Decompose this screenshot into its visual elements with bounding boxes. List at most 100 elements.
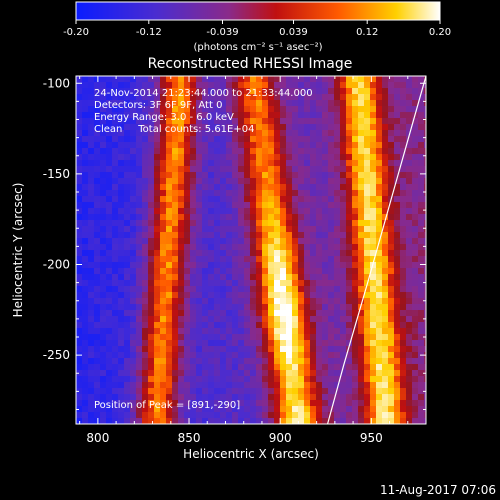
heatmap-cell: [286, 388, 292, 394]
heatmap-cell: [286, 214, 292, 220]
heatmap-cell: [208, 364, 214, 370]
heatmap-cell: [328, 328, 334, 334]
heatmap-cell: [100, 262, 106, 268]
heatmap-cell: [364, 370, 370, 376]
heatmap-cell: [106, 136, 112, 142]
heatmap-cell: [124, 394, 130, 400]
heatmap-cell: [100, 328, 106, 334]
heatmap-cell: [82, 82, 88, 88]
heatmap-cell: [322, 160, 328, 166]
heatmap-cell: [328, 190, 334, 196]
heatmap-cell: [136, 412, 142, 418]
heatmap-cell: [376, 94, 382, 100]
heatmap-cell: [94, 196, 100, 202]
heatmap-cell: [334, 130, 340, 136]
heatmap-cell: [142, 400, 148, 406]
heatmap-cell: [160, 340, 166, 346]
heatmap-cell: [280, 190, 286, 196]
heatmap-cell: [334, 124, 340, 130]
heatmap-cell: [238, 268, 244, 274]
heatmap-cell: [400, 274, 406, 280]
heatmap-cell: [346, 208, 352, 214]
heatmap-cell: [322, 94, 328, 100]
heatmap-cell: [280, 262, 286, 268]
heatmap-cell: [382, 100, 388, 106]
heatmap-cell: [286, 364, 292, 370]
heatmap-cell: [388, 142, 394, 148]
heatmap-cell: [352, 382, 358, 388]
heatmap-cell: [352, 226, 358, 232]
heatmap-cell: [376, 76, 382, 82]
heatmap-cell: [262, 418, 268, 424]
heatmap-cell: [190, 100, 196, 106]
heatmap-cell: [292, 412, 298, 418]
heatmap-cell: [316, 184, 322, 190]
heatmap-cell: [280, 112, 286, 118]
heatmap-cell: [334, 196, 340, 202]
heatmap-cell: [244, 280, 250, 286]
heatmap-cell: [160, 160, 166, 166]
heatmap-cell: [124, 292, 130, 298]
heatmap-cell: [280, 322, 286, 328]
x-axis-label: Heliocentric X (arcsec): [183, 447, 319, 461]
heatmap-cell: [262, 112, 268, 118]
heatmap-cell: [274, 262, 280, 268]
heatmap-cell: [136, 112, 142, 118]
heatmap-cell: [160, 394, 166, 400]
heatmap-cell: [184, 286, 190, 292]
heatmap-cell: [376, 376, 382, 382]
heatmap-cell: [412, 382, 418, 388]
heatmap-cell: [190, 244, 196, 250]
heatmap-cell: [100, 286, 106, 292]
heatmap-cell: [226, 232, 232, 238]
heatmap-cell: [190, 394, 196, 400]
heatmap-cell: [394, 100, 400, 106]
heatmap-cell: [310, 136, 316, 142]
heatmap-cell: [148, 370, 154, 376]
heatmap-cell: [94, 244, 100, 250]
heatmap-cell: [202, 274, 208, 280]
heatmap-cell: [250, 274, 256, 280]
heatmap-cell: [148, 238, 154, 244]
heatmap-cell: [400, 136, 406, 142]
heatmap-cell: [208, 172, 214, 178]
heatmap-cell: [124, 226, 130, 232]
heatmap-cell: [304, 118, 310, 124]
heatmap-cell: [298, 202, 304, 208]
heatmap-cell: [286, 352, 292, 358]
heatmap-cell: [298, 328, 304, 334]
heatmap-cell: [310, 208, 316, 214]
heatmap-cell: [388, 166, 394, 172]
heatmap-cell: [256, 172, 262, 178]
heatmap-cell: [292, 214, 298, 220]
heatmap-cell: [268, 352, 274, 358]
heatmap-cell: [202, 400, 208, 406]
heatmap-cell: [142, 358, 148, 364]
heatmap-cell: [136, 322, 142, 328]
heatmap-cell: [364, 316, 370, 322]
heatmap-cell: [328, 160, 334, 166]
heatmap-cell: [238, 316, 244, 322]
heatmap-cell: [292, 274, 298, 280]
heatmap-cell: [238, 394, 244, 400]
heatmap-cell: [154, 268, 160, 274]
heatmap-cell: [322, 124, 328, 130]
heatmap-cell: [304, 238, 310, 244]
heatmap-cell: [304, 412, 310, 418]
heatmap-cell: [328, 394, 334, 400]
heatmap-cell: [76, 322, 82, 328]
heatmap-cell: [286, 196, 292, 202]
heatmap-cell: [112, 286, 118, 292]
heatmap-cell: [208, 250, 214, 256]
heatmap-cell: [406, 142, 412, 148]
heatmap-cell: [256, 88, 262, 94]
heatmap-cell: [166, 280, 172, 286]
heatmap-cell: [196, 376, 202, 382]
heatmap-cell: [172, 340, 178, 346]
heatmap-cell: [190, 298, 196, 304]
heatmap-cell: [328, 376, 334, 382]
heatmap-cell: [94, 316, 100, 322]
heatmap-cell: [358, 82, 364, 88]
heatmap-cell: [100, 280, 106, 286]
heatmap-cell: [418, 196, 424, 202]
